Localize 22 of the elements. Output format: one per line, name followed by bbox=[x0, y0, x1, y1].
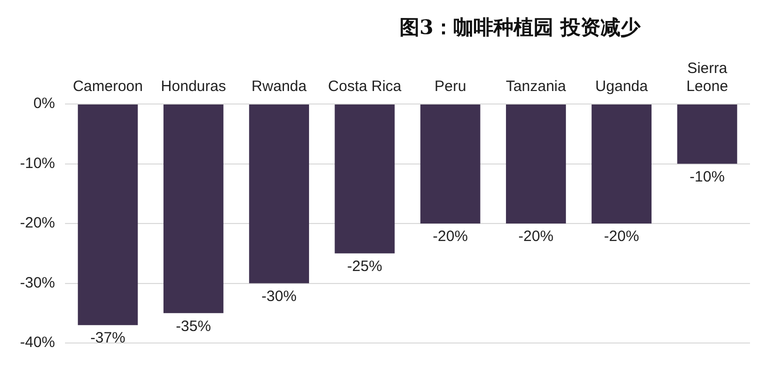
x-tick-label: Costa Rica bbox=[328, 78, 402, 96]
y-tick-label: -10% bbox=[20, 154, 56, 172]
y-tick-label: -20% bbox=[20, 214, 56, 232]
data-label: -30% bbox=[262, 288, 297, 305]
data-label: -20% bbox=[432, 228, 468, 246]
data-label: -20% bbox=[518, 228, 554, 246]
data-label: -35% bbox=[176, 318, 211, 335]
y-tick-label: -30% bbox=[20, 274, 56, 292]
data-label: -25% bbox=[347, 258, 382, 276]
chart-title: 图3：咖啡种植园 投资减少 bbox=[398, 14, 642, 41]
x-tick-label: Honduras bbox=[160, 78, 226, 96]
x-tick-label: Sierra Leone bbox=[686, 60, 728, 96]
data-label: -20% bbox=[604, 228, 640, 246]
x-tick-label: Rwanda bbox=[252, 78, 308, 96]
x-tick-label: Tanzania bbox=[506, 78, 567, 96]
y-tick-label: -40% bbox=[20, 334, 56, 352]
data-label: -10% bbox=[690, 168, 725, 186]
x-tick-label: Peru bbox=[434, 78, 466, 96]
x-tick-label: Cameroon bbox=[72, 78, 143, 96]
y-tick-label: 0% bbox=[33, 95, 56, 112]
x-tick-label: Uganda bbox=[595, 78, 648, 96]
data-label: -37% bbox=[90, 330, 126, 347]
